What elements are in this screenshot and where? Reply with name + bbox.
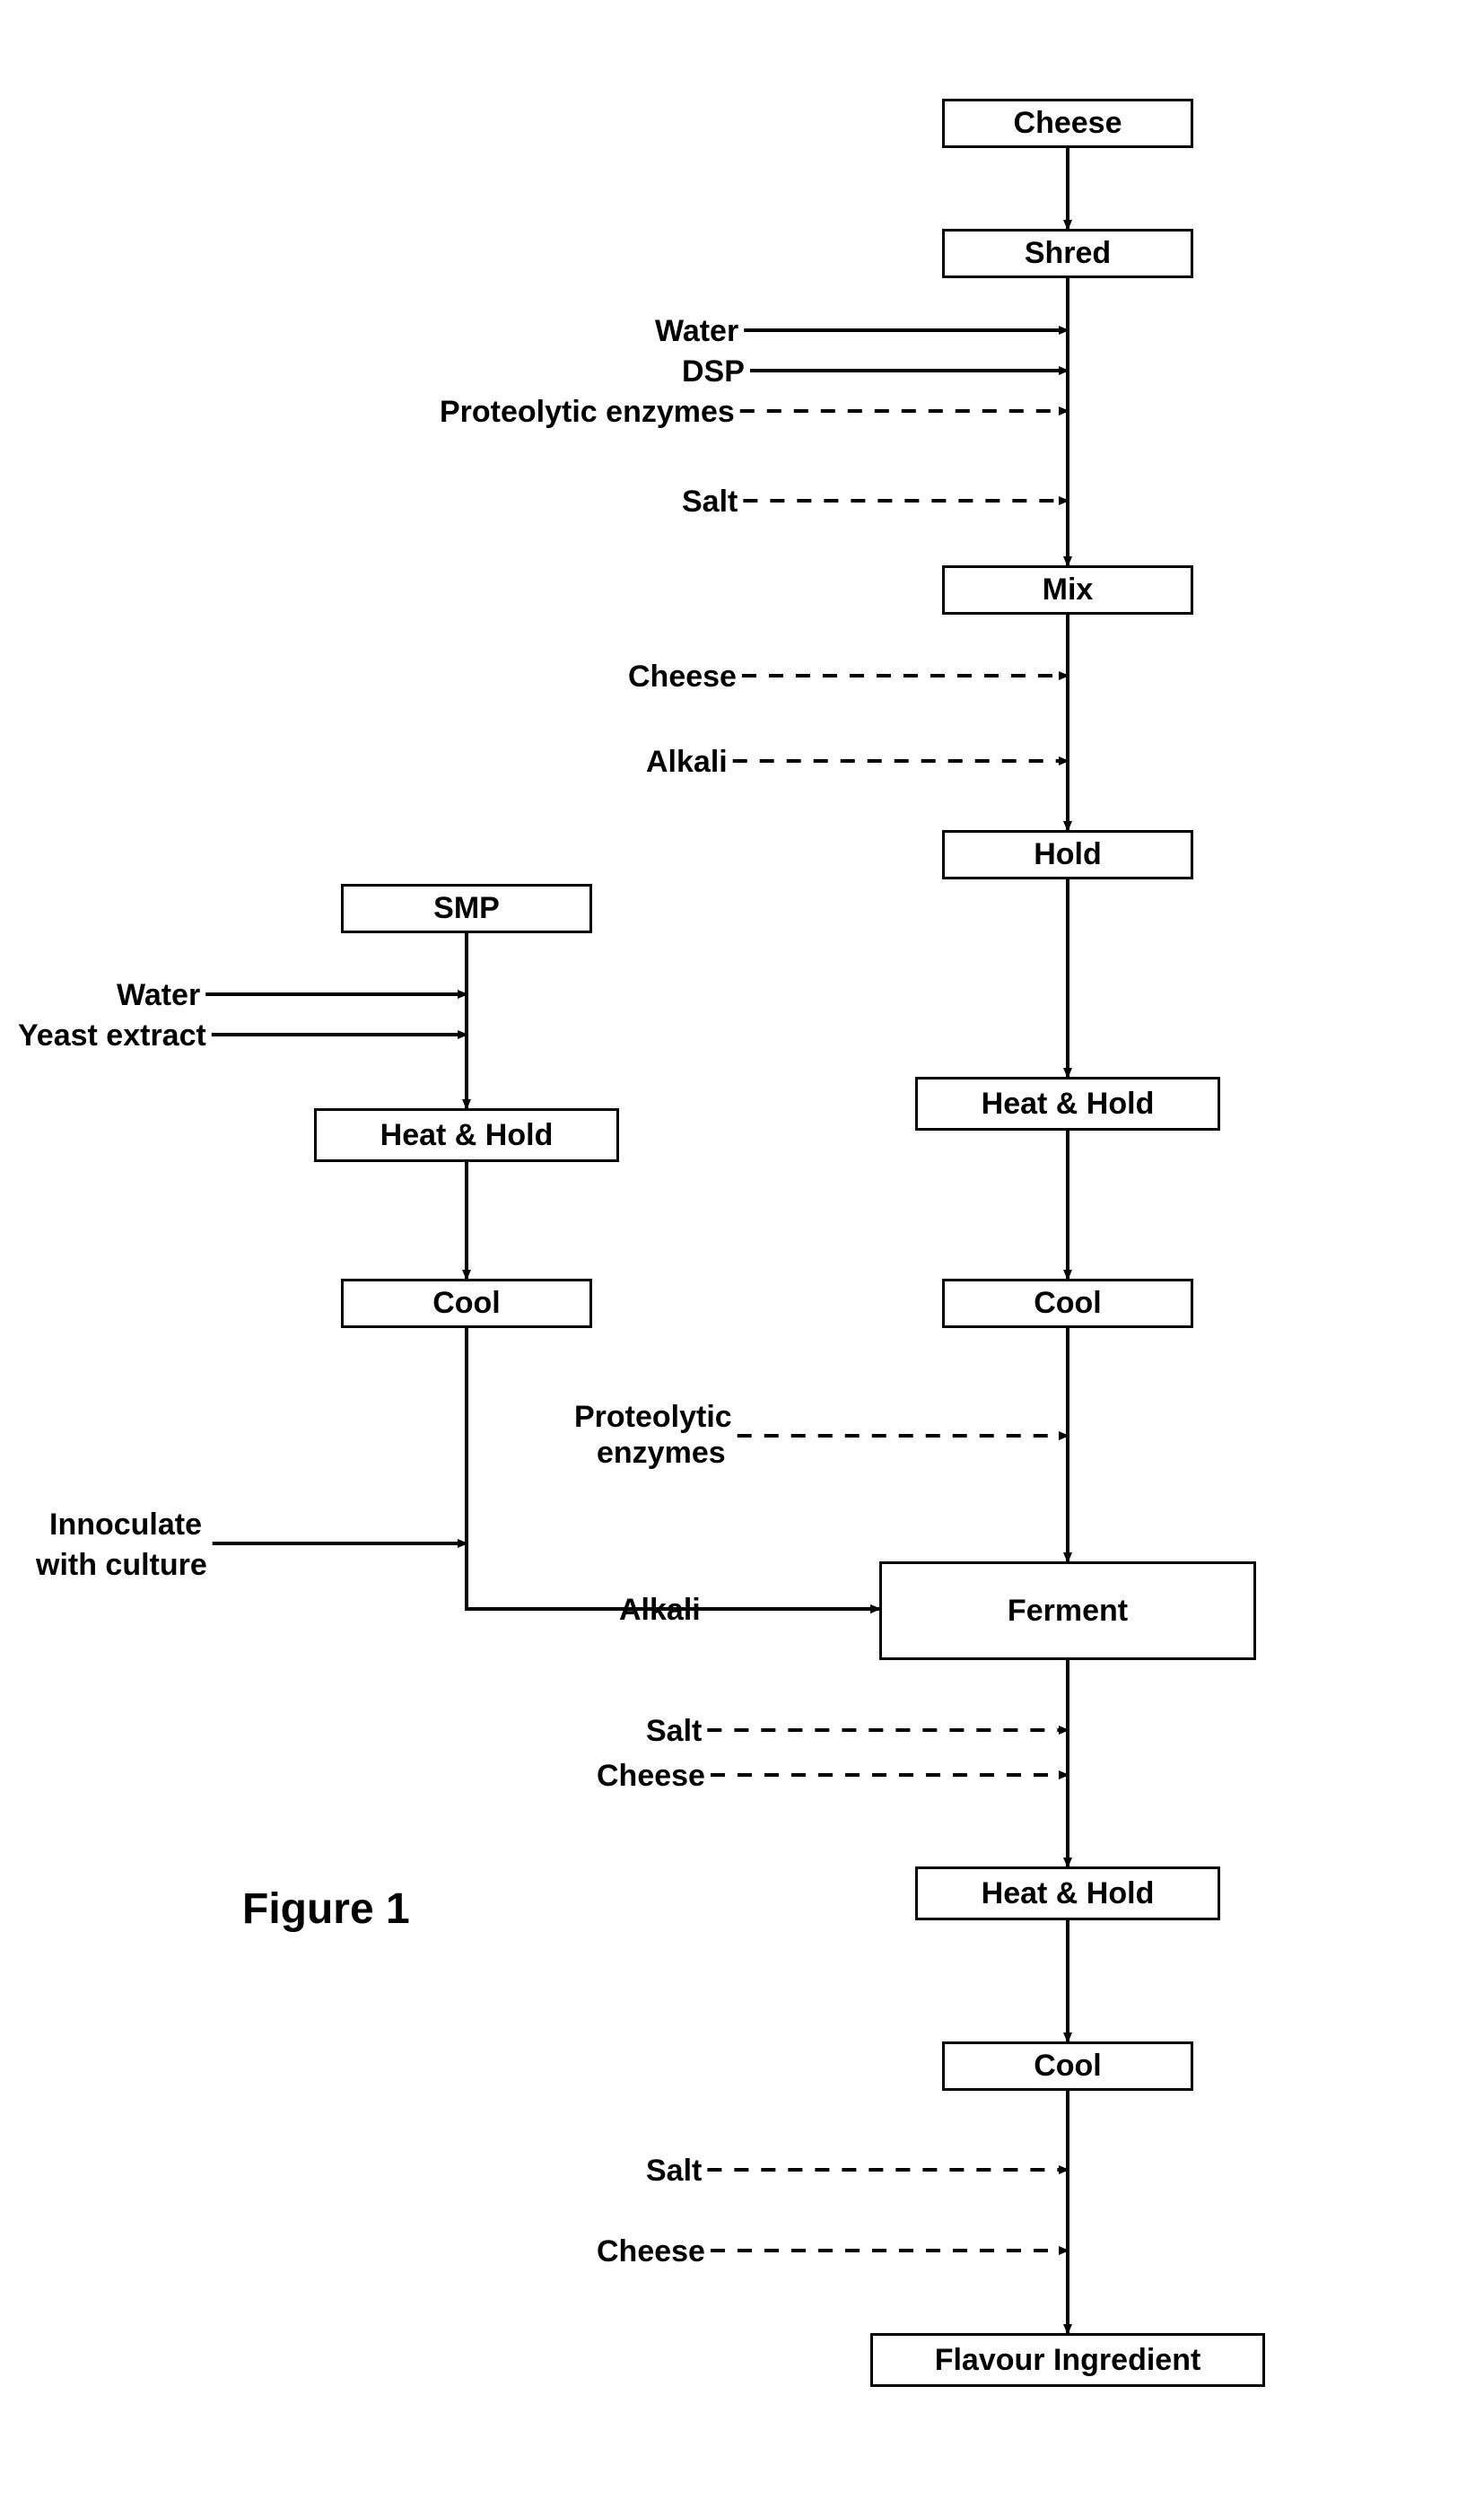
node-ferment: Ferment	[879, 1561, 1256, 1660]
label-cheese-input-1: Cheese	[628, 660, 737, 695]
label-proteolytic-2a: Proteolytic	[574, 1400, 732, 1435]
node-cheese-top: Cheese	[942, 99, 1193, 148]
node-heat-hold-l: Heat & Hold	[314, 1108, 619, 1162]
node-shred: Shred	[942, 229, 1193, 278]
label-yeast-extract: Yeast extract	[18, 1018, 206, 1053]
node-cool-l: Cool	[341, 1279, 592, 1328]
node-hold: Hold	[942, 830, 1193, 879]
label-cheese-input-3: Cheese	[597, 2234, 705, 2269]
label-salt-3: Salt	[646, 2154, 702, 2189]
node-cool-r2: Cool	[942, 2041, 1193, 2091]
label-dsp: DSP	[682, 354, 745, 389]
label-salt-2: Salt	[646, 1714, 702, 1749]
label-cheese-input-2: Cheese	[597, 1759, 705, 1794]
node-mix: Mix	[942, 565, 1193, 615]
node-heat-hold-r2: Heat & Hold	[915, 1866, 1220, 1920]
node-cool-r1: Cool	[942, 1279, 1193, 1328]
label-proteolytic-2b: enzymes	[597, 1436, 726, 1471]
label-innoculate-b: with culture	[36, 1548, 207, 1583]
node-flavour: Flavour Ingredient	[870, 2333, 1265, 2387]
label-salt-1: Salt	[682, 485, 738, 520]
label-water-1: Water	[655, 314, 738, 349]
label-proteolytic-enzymes-1: Proteolytic enzymes	[440, 395, 735, 430]
figure-caption: Figure 1	[242, 1884, 410, 1934]
node-smp: SMP	[341, 884, 592, 933]
label-alkali-1: Alkali	[646, 745, 728, 780]
node-heat-hold-r1: Heat & Hold	[915, 1077, 1220, 1131]
label-water-2: Water	[117, 978, 200, 1013]
label-innoculate-a: Innoculate	[49, 1508, 202, 1543]
label-alkali-2: Alkali	[619, 1593, 701, 1628]
